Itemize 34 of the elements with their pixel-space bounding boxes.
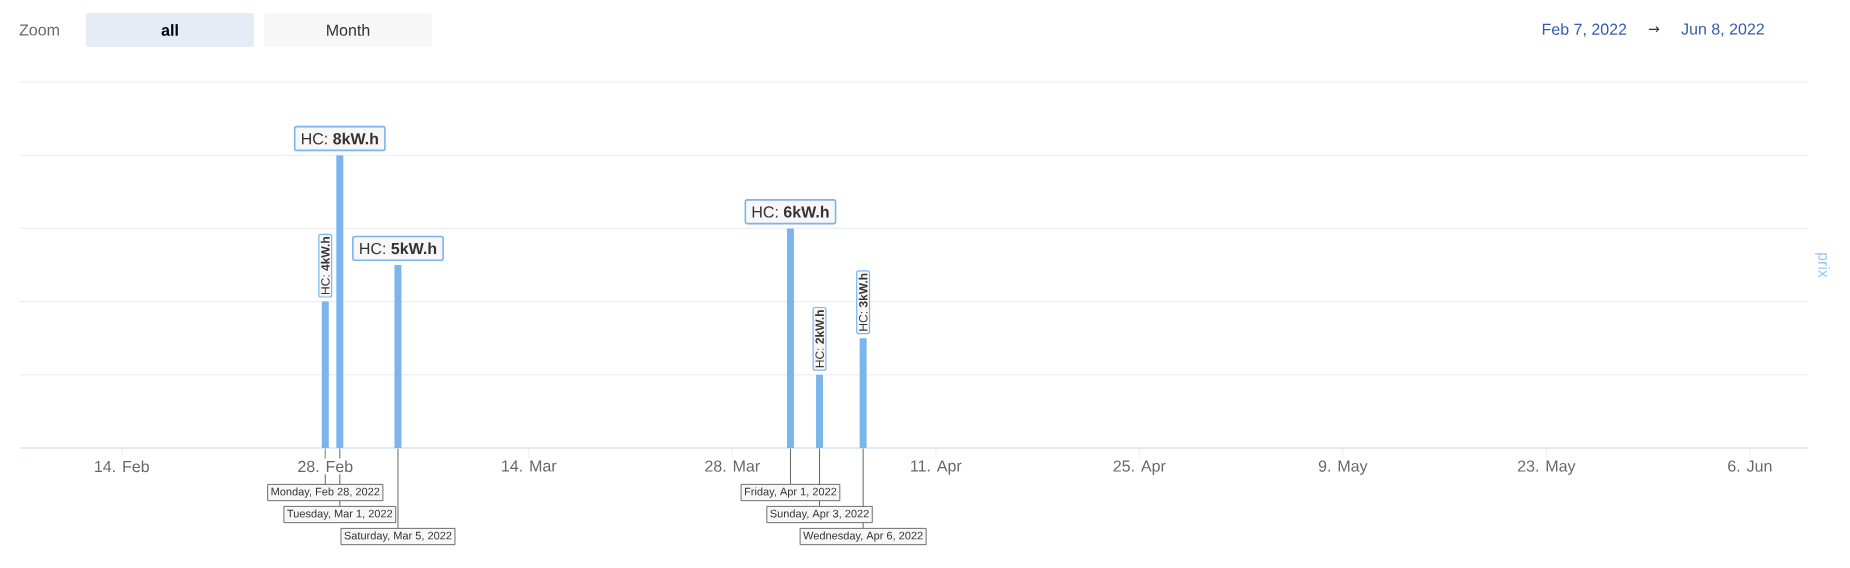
x-tick-label: 28. Feb [298,460,353,473]
x-tick-label: 23. May [1517,460,1576,475]
text: Feb 7, 2022 [1542,23,1627,37]
annotation: Wednesday, Apr 6, 2022 [803,531,923,542]
bar [321,301,329,448]
data-label: HC: 3kW.h [858,273,868,331]
x-tick-label: 14. Mar [502,460,557,472]
text: Month [327,24,370,36]
bar [859,338,867,448]
annotation: Saturday, Mar 5, 2022 [344,531,452,542]
data-label: HC: 5kW.h [360,242,437,255]
annotation: Friday, Apr 1, 2022 [745,487,837,498]
bar [816,374,824,448]
data-label: HC: 2kW.h [815,310,824,368]
y-axis-title: prix [1815,253,1831,278]
x-tick-label: 6. Jun [1728,460,1772,472]
x-tick-label: 14. Feb [95,460,149,473]
bar [336,155,344,448]
text: Zoom [19,24,59,36]
data-label: HC: 6kW.h [752,205,829,218]
annotation: Monday, Feb 28, 2022 [271,487,380,498]
x-tick-label: 11. Apr [911,460,962,475]
data-label: HC: 4kW.h [320,237,330,295]
text: → [1648,26,1660,33]
x-tick-label: 25. Apr [1113,460,1166,475]
annotation: Sunday, Apr 3, 2022 [770,509,869,520]
bar [786,228,794,448]
x-tick-label: 9. May [1318,460,1368,475]
x-tick-label: 28. Mar [705,460,760,472]
data-label: HC: 8kW.h [302,132,378,145]
annotation: Tuesday, Mar 1, 2022 [287,509,393,520]
bar [394,265,402,448]
text: all [161,24,178,36]
text: Jun 8, 2022 [1681,23,1764,37]
